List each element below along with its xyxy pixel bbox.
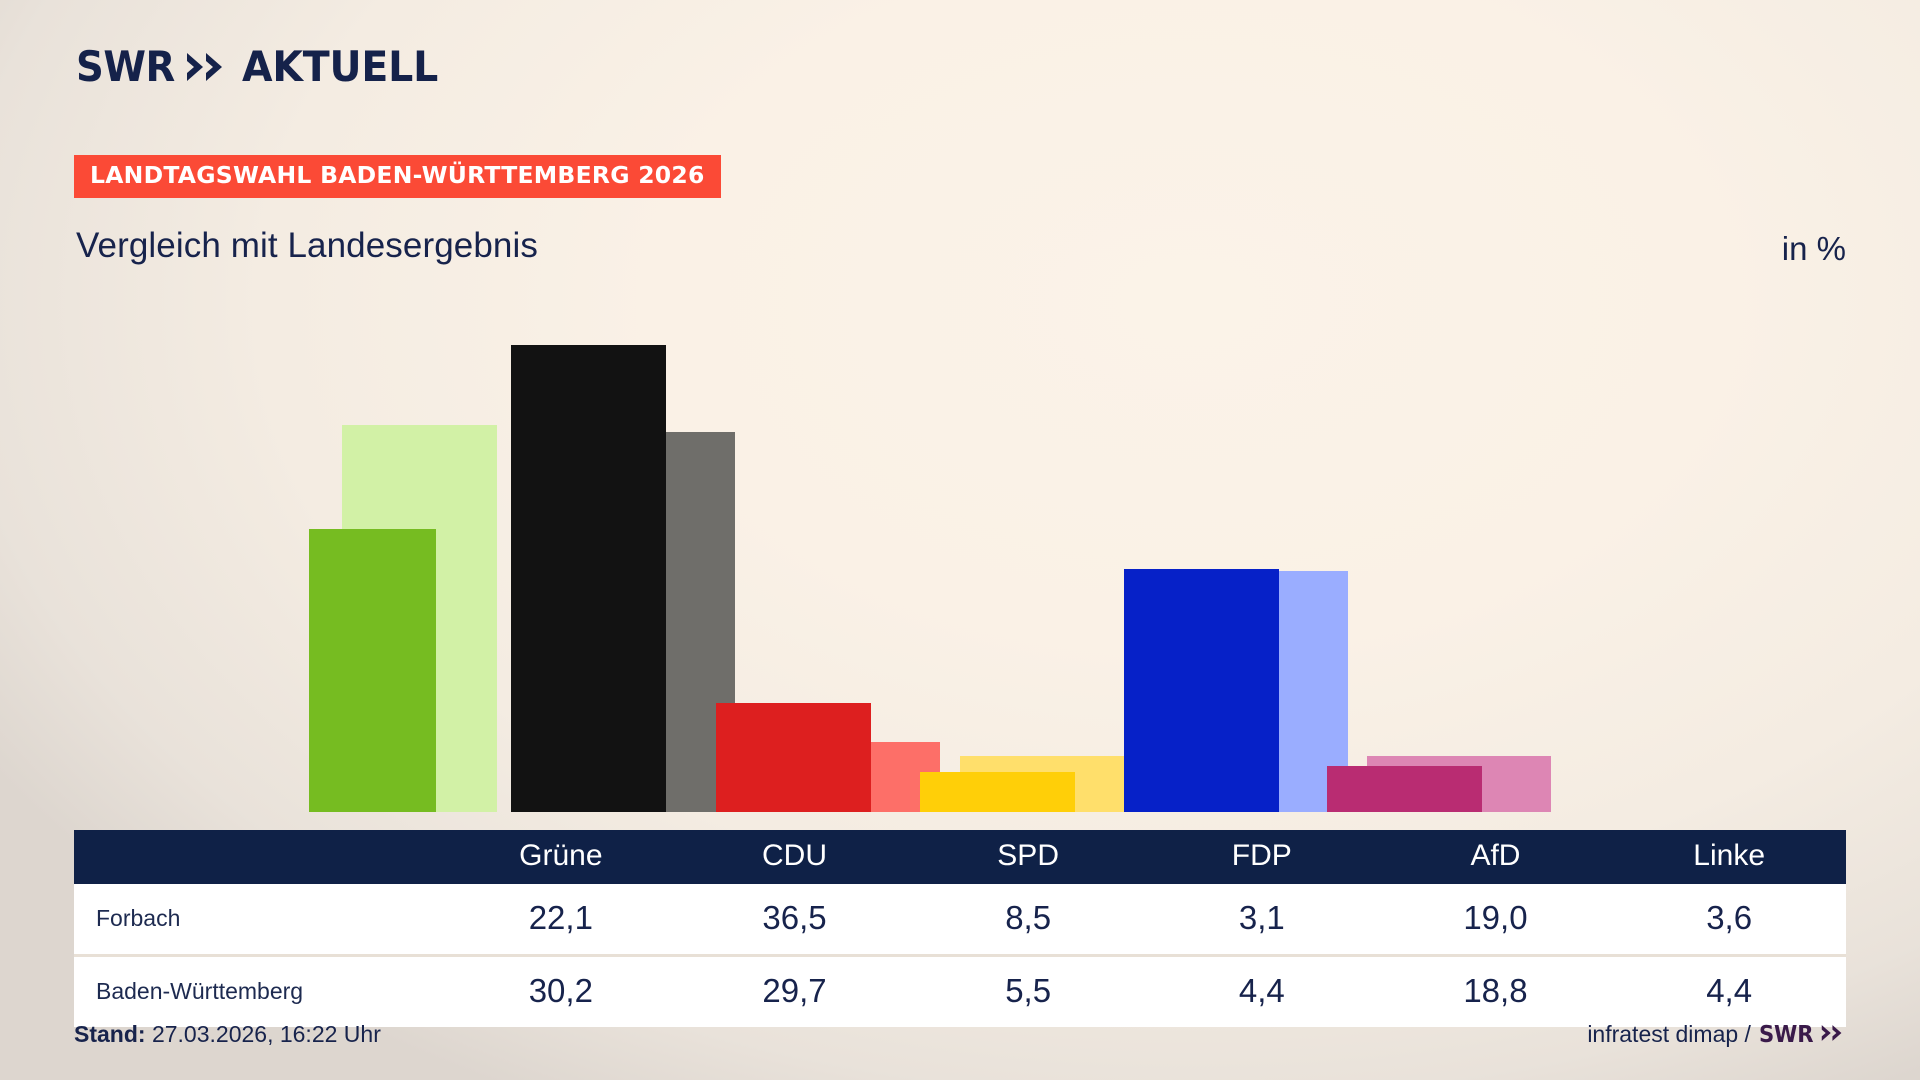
row-label-baden-wuerttemberg: Baden-Württemberg — [74, 954, 444, 1027]
swr-aktuell-logo: SWR AKTUELL — [76, 46, 451, 88]
bar-spd-forbach — [716, 703, 871, 812]
cell-bw-afd: 18,8 — [1378, 954, 1613, 1027]
bar-group-cdu — [511, 300, 735, 812]
column-header-gruene: Grüne — [519, 839, 603, 872]
cell-bw-fdp: 4,4 — [1144, 954, 1379, 1027]
results-table: Grüne CDU SPD FDP AfD Linke Forbach 22,1… — [74, 830, 1846, 1027]
table-row: Baden-Württemberg 30,2 29,7 5,5 4,4 18,8… — [74, 954, 1846, 1027]
row-label-forbach: Forbach — [74, 884, 444, 956]
bar-group-gruene — [309, 300, 497, 812]
cell-bw-gruene: 30,2 — [444, 954, 678, 1027]
column-header-afd: AfD — [1470, 839, 1521, 872]
cell-bw-linke: 4,4 — [1612, 954, 1846, 1027]
bar-gruene-forbach — [309, 529, 436, 812]
table-corner-cell — [74, 830, 444, 884]
swr-wordmark: SWR — [76, 42, 175, 91]
timestamp: Stand: 27.03.2026, 16:22 Uhr — [74, 1021, 381, 1048]
cell-forbach-fdp: 3,1 — [1144, 884, 1379, 956]
table-row: Forbach 22,1 36,5 8,5 3,1 19,0 3,6 — [74, 884, 1846, 956]
bar-group-spd — [716, 300, 940, 812]
cell-bw-cdu: 29,7 — [677, 954, 912, 1027]
double-chevron-right-icon — [185, 51, 229, 83]
cell-forbach-linke: 3,6 — [1612, 884, 1846, 956]
aktuell-wordmark: AKTUELL — [242, 42, 439, 91]
timestamp-value: 27.03.2026, 16:22 Uhr — [151, 1021, 381, 1047]
cell-bw-spd: 5,5 — [911, 954, 1145, 1027]
cell-forbach-afd: 19,0 — [1378, 884, 1613, 956]
bar-group-afd — [1124, 300, 1348, 812]
column-header-spd: SPD — [997, 839, 1059, 872]
column-header-cdu: CDU — [761, 839, 827, 872]
page-title: Vergleich mit Landesergebnis — [76, 226, 538, 265]
unit-label: in % — [1781, 230, 1846, 267]
bar-fdp-forbach — [920, 772, 1075, 812]
bar-cdu-forbach — [511, 344, 666, 812]
source-institute: infratest dimap / — [1587, 1021, 1751, 1047]
election-kicker-badge: LANDTAGSWAHL BADEN-WÜRTTEMBERG 2026 — [74, 155, 721, 198]
bar-group-fdp — [920, 300, 1144, 812]
timestamp-label: Stand: — [74, 1021, 146, 1047]
bar-linke-forbach — [1327, 765, 1482, 812]
footer: Stand: 27.03.2026, 16:22 Uhr infratest d… — [74, 1021, 1846, 1048]
bar-afd-forbach — [1124, 568, 1279, 812]
double-chevron-right-icon — [1820, 1021, 1846, 1048]
source-credit: infratest dimap / SWR — [1587, 1021, 1846, 1048]
swr-wordmark-small: SWR — [1758, 1021, 1814, 1048]
bar-group-linke — [1327, 300, 1551, 812]
cell-forbach-spd: 8,5 — [911, 884, 1145, 956]
bar-chart — [74, 300, 1846, 812]
table-header-row: Grüne CDU SPD FDP AfD Linke — [74, 830, 1846, 884]
column-header-fdp: FDP — [1231, 839, 1292, 872]
column-header-linke: Linke — [1693, 839, 1765, 872]
cell-forbach-gruene: 22,1 — [444, 884, 678, 956]
cell-forbach-cdu: 36,5 — [677, 884, 912, 956]
